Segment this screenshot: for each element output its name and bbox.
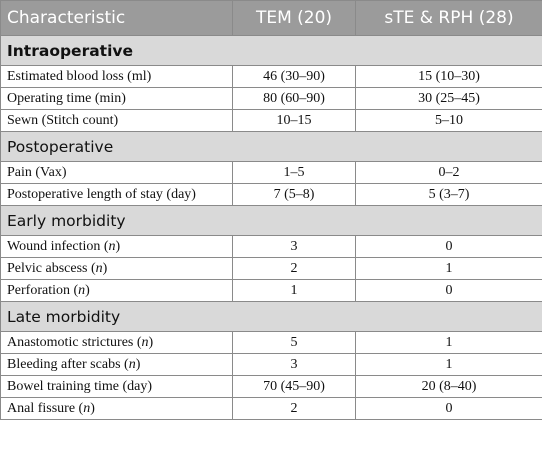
row-label: Wound infection (n): [0, 235, 233, 258]
section-title: Postoperative: [0, 131, 542, 162]
comparison-table: Characteristic TEM (20) sTE & RPH (28) I…: [0, 0, 542, 420]
table-row: Sewn (Stitch count) 10–15 5–10: [0, 109, 542, 132]
row-label-text: Bleeding after scabs (: [7, 356, 129, 372]
row-label-text: Wound infection (: [7, 238, 109, 254]
section-header-row: Intraoperative: [0, 35, 542, 66]
n-symbol: n: [141, 334, 149, 350]
row-label: Perforation (n): [0, 279, 233, 302]
ste-value: 0: [355, 397, 542, 420]
table-row: Pelvic abscess (n) 2 1: [0, 257, 542, 280]
table-row: Perforation (n) 1 0: [0, 279, 542, 302]
row-label-text: Pelvic abscess (: [7, 260, 96, 276]
ste-value: 15 (10–30): [355, 65, 542, 88]
n-symbol: n: [83, 400, 91, 416]
table-row: Postoperative length of stay (day) 7 (5–…: [0, 183, 542, 206]
section-title: Late morbidity: [0, 301, 542, 332]
ste-value: 20 (8–40): [355, 375, 542, 398]
tem-value: 5: [232, 331, 356, 354]
row-label: Pain (Vax): [0, 161, 233, 184]
row-label: Pelvic abscess (n): [0, 257, 233, 280]
ste-value: 1: [355, 257, 542, 280]
table-row: Bleeding after scabs (n) 3 1: [0, 353, 542, 376]
row-label-text: Perforation (: [7, 282, 79, 298]
ste-value: 0: [355, 279, 542, 302]
tem-value: 1: [232, 279, 356, 302]
n-symbol: n: [78, 282, 86, 298]
header-characteristic: Characteristic: [0, 0, 233, 36]
row-label: Operating time (min): [0, 87, 233, 110]
ste-value: 1: [355, 331, 542, 354]
table-header-row: Characteristic TEM (20) sTE & RPH (28): [0, 0, 542, 36]
ste-value: 5–10: [355, 109, 542, 132]
n-symbol: n: [108, 238, 116, 254]
row-label-close: ): [115, 238, 121, 254]
section-header-row: Late morbidity: [0, 301, 542, 332]
table-row: Anastomotic strictures (n) 5 1: [0, 331, 542, 354]
tem-value: 2: [232, 257, 356, 280]
tem-value: 80 (60–90): [232, 87, 356, 110]
tem-value: 7 (5–8): [232, 183, 356, 206]
row-label: Bowel training time (day): [0, 375, 233, 398]
tem-value: 1–5: [232, 161, 356, 184]
tem-value: 10–15: [232, 109, 356, 132]
tem-value: 2: [232, 397, 356, 420]
n-symbol: n: [128, 356, 136, 372]
table-row: Anal fissure (n) 2 0: [0, 397, 542, 420]
tem-value: 70 (45–90): [232, 375, 356, 398]
tem-value: 3: [232, 353, 356, 376]
n-symbol: n: [95, 260, 103, 276]
row-label: Postoperative length of stay (day): [0, 183, 233, 206]
section-title: Early morbidity: [0, 205, 542, 236]
table-row: Estimated blood loss (ml) 46 (30–90) 15 …: [0, 65, 542, 88]
table-row: Operating time (min) 80 (60–90) 30 (25–4…: [0, 87, 542, 110]
ste-value: 30 (25–45): [355, 87, 542, 110]
row-label-close: ): [148, 334, 154, 350]
ste-value: 5 (3–7): [355, 183, 542, 206]
row-label-close: ): [85, 282, 90, 298]
table-row: Pain (Vax) 1–5 0–2: [0, 161, 542, 184]
ste-value: 1: [355, 353, 542, 376]
section-header-row: Postoperative: [0, 131, 542, 162]
row-label-close: ): [102, 260, 108, 276]
row-label: Sewn (Stitch count): [0, 109, 233, 132]
tem-value: 3: [232, 235, 356, 258]
ste-value: 0–2: [355, 161, 542, 184]
header-ste-rph: sTE & RPH (28): [355, 0, 542, 36]
row-label-close: ): [135, 356, 141, 372]
row-label-close: ): [90, 400, 95, 416]
header-tem: TEM (20): [232, 0, 356, 36]
table-row: Bowel training time (day) 70 (45–90) 20 …: [0, 375, 542, 398]
row-label-text: Anal fissure (: [7, 400, 84, 416]
row-label: Anal fissure (n): [0, 397, 233, 420]
section-title: Intraoperative: [0, 35, 542, 66]
ste-value: 0: [355, 235, 542, 258]
table-row: Wound infection (n) 3 0: [0, 235, 542, 258]
tem-value: 46 (30–90): [232, 65, 356, 88]
row-label: Estimated blood loss (ml): [0, 65, 233, 88]
section-header-row: Early morbidity: [0, 205, 542, 236]
row-label: Anastomotic strictures (n): [0, 331, 233, 354]
row-label: Bleeding after scabs (n): [0, 353, 233, 376]
row-label-text: Anastomotic strictures (: [7, 334, 142, 350]
